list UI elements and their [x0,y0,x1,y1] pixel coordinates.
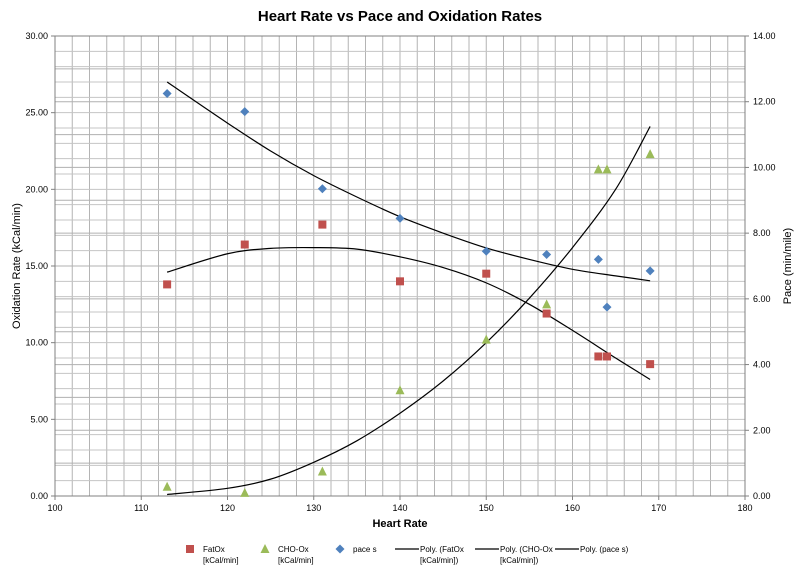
x-tick-label: 150 [479,503,494,513]
data-point-diamond [481,246,491,256]
data-point-square [482,269,491,278]
data-point-diamond [645,266,655,276]
x-tick-label: 180 [737,503,752,513]
y-right-tick-label: 6.00 [753,294,771,304]
y-left-tick-label: 25.00 [25,108,48,118]
y-right-tick-label: 14.00 [753,31,776,41]
legend-label-unit: [kCal/min]) [500,556,539,565]
legend-label: Poly. (FatOx [420,545,464,554]
data-point-square [318,220,327,229]
data-point-diamond [593,254,603,264]
x-tick-label: 120 [220,503,235,513]
trendlines [166,81,651,496]
data-point-square [646,360,655,369]
data-point-diamond [240,107,250,117]
y-right-tick-label: 8.00 [753,228,771,238]
legend-symbol [186,545,194,553]
y-left-axis-ticks: 0.00 5.00 10.00 15.00 20.00 25.00 30.00 [25,31,55,501]
legend-symbol [335,544,345,554]
legend-label: CHO-Ox [278,545,309,554]
legend-symbol [260,544,270,553]
data-point-triangle [602,164,612,174]
y-left-tick-label: 15.00 [25,261,48,271]
data-point-diamond [317,184,327,194]
legend-label: Poly. (CHO-Ox [500,545,553,554]
y-left-tick-label: 10.00 [25,338,48,348]
grid-lines [54,35,746,497]
y-left-axis-title: Oxidation Rate (kCal/min) [11,203,23,329]
legend-label: pace s [353,545,377,554]
data-point-triangle [593,164,603,174]
x-tick-label: 170 [651,503,666,513]
data-point-square [594,352,603,361]
data-point-diamond [162,89,172,98]
data-point-triangle [317,466,327,476]
data-point-triangle [395,385,405,395]
legend: FatOx [kCal/min] CHO-Ox [kCal/min] pace s Pol… [186,544,629,565]
trendline [166,81,651,282]
x-tick-label: 140 [392,503,407,513]
x-axis-title: Heart Rate [372,518,427,530]
trendline [167,126,651,496]
data-point-square [240,240,249,249]
data-point-square [163,280,172,289]
y-left-tick-label: 0.00 [30,491,48,501]
y-left-tick-label: 5.00 [30,414,48,424]
x-tick-label: 130 [306,503,321,513]
data-point-diamond [542,250,552,259]
y-left-tick-label: 20.00 [25,184,48,194]
x-axis-ticks: 100 110 120 130 140 150 160 170 180 [47,496,753,513]
data-point-square [603,352,611,361]
x-tick-label: 110 [134,503,148,513]
y-right-tick-label: 4.00 [753,360,771,370]
y-right-axis-title: Pace (min/mile) [782,228,794,304]
y-right-axis-ticks: 0.00 2.00 4.00 6.00 8.00 10.00 12.00 14.00 [745,31,776,501]
y-right-tick-label: 2.00 [753,425,771,435]
x-tick-label: 100 [47,503,62,513]
y-right-tick-label: 0.00 [753,491,771,501]
data-point-triangle [162,481,172,491]
data-point-square [542,309,551,318]
data-point-triangle [645,149,655,159]
trendline [166,246,651,380]
data-point-triangle [542,299,552,309]
y-right-tick-label: 12.00 [753,97,776,107]
y-right-tick-label: 10.00 [753,162,776,172]
data-point-diamond [602,302,612,312]
x-tick-label: 160 [565,503,580,513]
y-left-tick-label: 30.00 [25,31,48,41]
chart-title: Heart Rate vs Pace and Oxidation Rates [258,8,542,25]
data-point-triangle [481,334,491,344]
legend-label-unit: [kCal/min] [278,556,314,565]
legend-label-unit: [kCal/min] [203,556,239,565]
data-markers [162,89,655,497]
data-point-triangle [240,487,250,497]
legend-label: Poly. (pace s) [580,545,629,554]
legend-label-unit: [kCal/min]) [420,556,459,565]
legend-label: FatOx [203,545,225,554]
data-point-diamond [395,213,405,223]
data-point-square [396,277,404,286]
